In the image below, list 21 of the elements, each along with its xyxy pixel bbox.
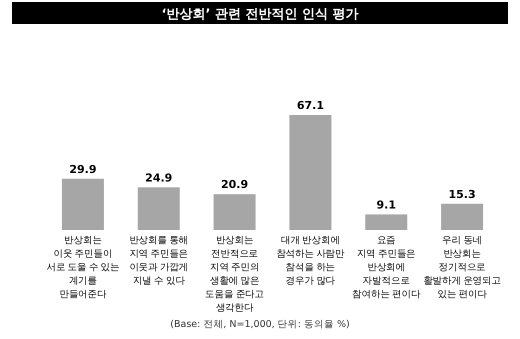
- data-label: 24.9: [145, 171, 172, 184]
- x-tick-label: 반상회는 이웃 주민들이 서로 도울 수 있는 계기를 만들어준다: [46, 235, 120, 300]
- data-label: 9.1: [376, 198, 396, 212]
- x-tick-label: 우리 동네 반상회는 정기적으로 활발하게 운영되고 있는 편이다: [423, 235, 502, 300]
- bar: [62, 178, 104, 230]
- data-label: 15.3: [448, 188, 476, 201]
- bar: [441, 204, 484, 230]
- x-tick-label: 반상회는 전반적으로 지역 주민의 생활에 많은 도움을 준다고 생각한다: [205, 235, 265, 314]
- bar: [365, 214, 408, 230]
- data-label: 20.9: [221, 178, 248, 192]
- x-tick-label: 반상회를 통해 지역 주민들은 이웃과 가깝게 지낼 수 있다: [129, 235, 189, 286]
- x-tick-label: 요즘 지역 주민들은 반상회에 자발적으로 참여하는 편이다: [352, 235, 421, 300]
- chart-title: ‘반상회’ 관련 전반적인 인식 평가: [162, 7, 358, 22]
- bar: [289, 115, 332, 230]
- x-tick-label: 대개 반상회에 참석하는 사람만 참석을 하는 경우가 많다: [276, 235, 346, 286]
- text: (Base: 전체, N=1,000, 단위: 동의율 %): [170, 319, 350, 330]
- bar: [214, 194, 256, 230]
- bar: [138, 187, 180, 230]
- data-label: 67.1: [296, 99, 324, 112]
- title-band: ‘반상회’ 관련 전반적인 인식 평가: [12, 2, 508, 24]
- data-label: 29.9: [69, 162, 96, 176]
